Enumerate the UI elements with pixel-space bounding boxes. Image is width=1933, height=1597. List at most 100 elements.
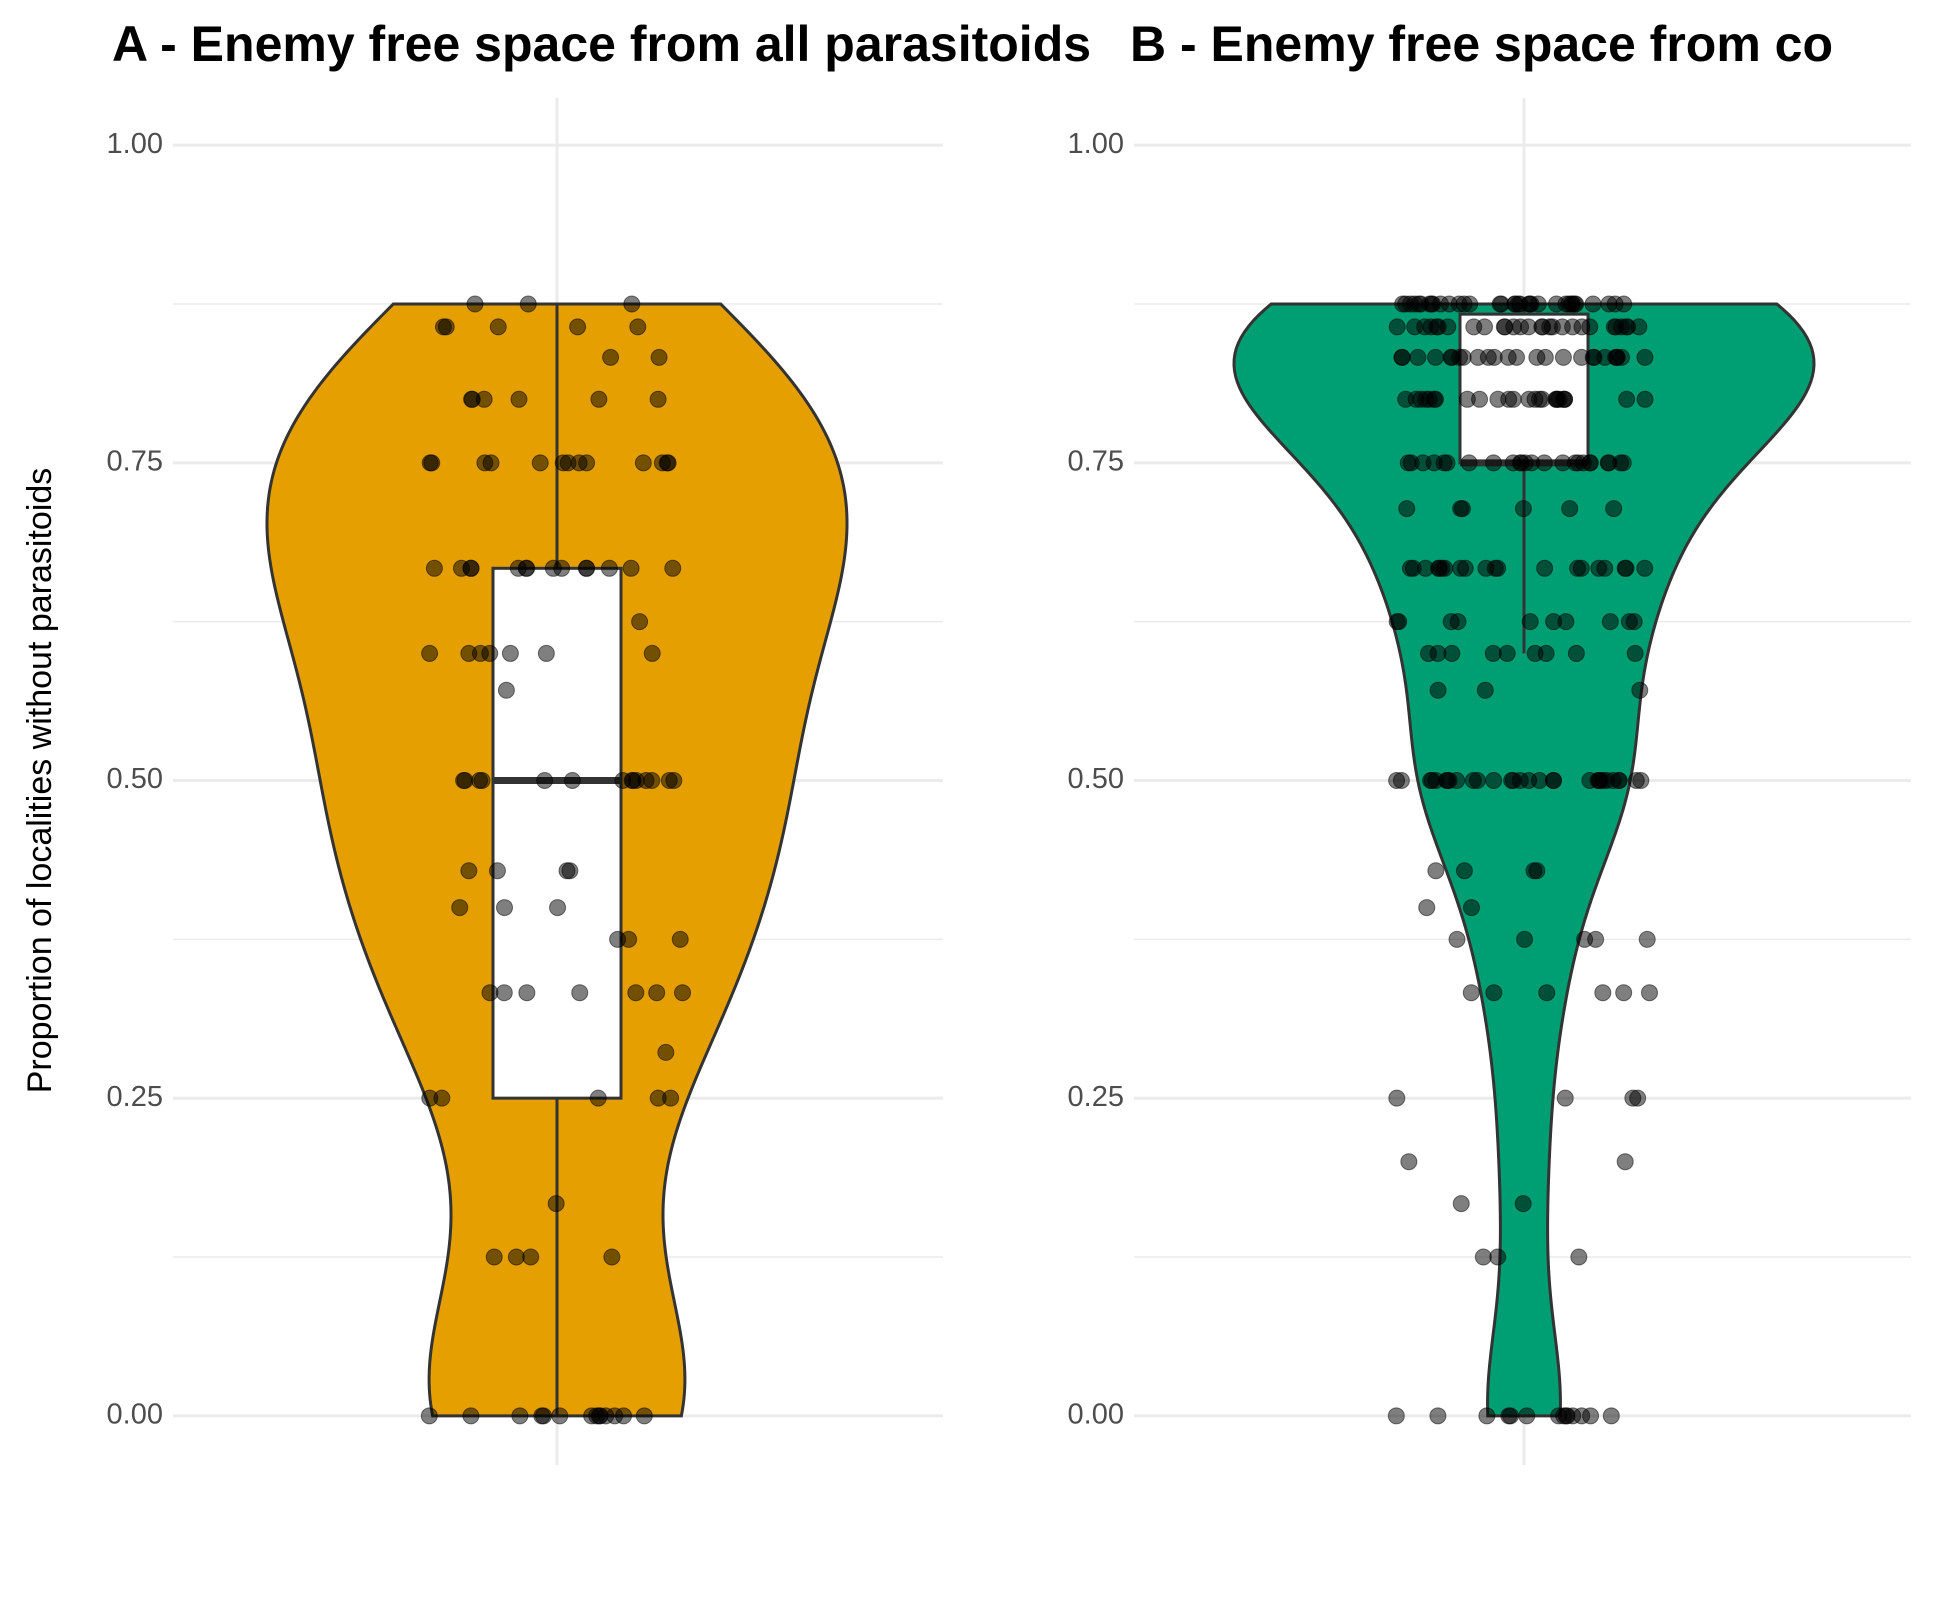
data-point [421, 644, 439, 662]
data-point [1636, 559, 1654, 577]
data-point [1452, 559, 1470, 577]
data-point [1491, 295, 1509, 313]
data-point [1535, 454, 1553, 472]
data-point [1590, 559, 1608, 577]
data-point [1417, 559, 1435, 577]
data-point [1519, 318, 1537, 336]
data-point [1618, 390, 1636, 408]
data-point [1567, 644, 1585, 662]
data-point [1426, 348, 1444, 366]
data-point [1554, 454, 1572, 472]
data-point [1495, 318, 1513, 336]
data-point [1553, 318, 1571, 336]
data-point [1462, 984, 1480, 1002]
data-point [1387, 1407, 1405, 1425]
data-point [547, 1195, 565, 1213]
y-tick-label: 0.25 [107, 1081, 163, 1113]
data-point [535, 1407, 553, 1425]
data-point [485, 1248, 503, 1266]
data-point [466, 295, 484, 313]
data-point [1418, 899, 1436, 917]
data-point [420, 1407, 438, 1425]
data-point [622, 559, 640, 577]
data-point [1416, 318, 1434, 336]
data-point [1518, 1407, 1536, 1425]
data-point [1520, 390, 1538, 408]
data-point [1631, 681, 1649, 699]
data-point [627, 772, 645, 789]
data-point [649, 390, 667, 408]
data-point [1514, 1195, 1532, 1213]
data-point [660, 772, 678, 789]
data-point [629, 318, 647, 336]
data-point [510, 390, 528, 408]
data-point [1584, 295, 1602, 313]
data-point [1538, 984, 1556, 1002]
data-point [1410, 295, 1428, 313]
data-point [1398, 500, 1416, 518]
data-point [623, 295, 641, 313]
data-point [1476, 681, 1494, 699]
data-point [463, 390, 481, 408]
data-point [600, 559, 618, 577]
data-point [664, 559, 682, 577]
data-point [1574, 454, 1592, 472]
data-point [603, 1248, 621, 1266]
box [491, 566, 623, 1100]
data-point [1393, 348, 1411, 366]
data-point [1537, 644, 1555, 662]
data-point [1576, 930, 1594, 948]
data-point [1452, 1195, 1470, 1213]
data-point [1455, 862, 1473, 880]
data-point [1498, 644, 1516, 662]
data-point [1442, 613, 1460, 631]
data-point [635, 1407, 653, 1425]
data-point [1400, 1153, 1418, 1171]
data-point [1508, 348, 1526, 366]
data-point [522, 1248, 540, 1266]
y-tick-label: 0.75 [107, 445, 163, 477]
y-tick-label: 1.00 [107, 128, 163, 160]
data-point [650, 348, 668, 366]
data-point [1474, 1248, 1492, 1266]
data-point [1489, 1248, 1507, 1266]
data-point [495, 899, 513, 917]
data-point [1425, 390, 1443, 408]
data-point [1560, 295, 1578, 313]
data-point [1617, 318, 1635, 336]
data-point [1500, 390, 1518, 408]
data-point [643, 772, 661, 789]
data-point [1626, 644, 1644, 662]
data-point [662, 1089, 680, 1107]
data-point [501, 644, 519, 662]
data-point [1561, 500, 1579, 518]
data-point [1615, 984, 1633, 1002]
data-point [1429, 681, 1447, 699]
data-point [1521, 613, 1539, 631]
data-point [1460, 454, 1478, 472]
data-point [577, 559, 595, 577]
data-point [1550, 1407, 1568, 1425]
data-point [1570, 1248, 1588, 1266]
data-point [583, 1407, 601, 1425]
data-point [1636, 348, 1654, 366]
data-point [481, 644, 499, 662]
data-point [1516, 930, 1534, 948]
data-point [1462, 899, 1480, 917]
data-point [1534, 318, 1552, 336]
data-point [1614, 454, 1632, 472]
data-point [1511, 772, 1529, 789]
data-point [554, 454, 572, 472]
data-point [1394, 295, 1412, 313]
data-point [1485, 984, 1503, 1002]
data-point [1572, 559, 1590, 577]
data-point [434, 318, 452, 336]
data-point [606, 1407, 624, 1425]
data-point [648, 984, 666, 1002]
data-point [1425, 454, 1443, 472]
data-point [1529, 295, 1547, 313]
data-point [551, 1407, 569, 1425]
data-point [1504, 454, 1522, 472]
data-point [1617, 559, 1635, 577]
data-point [425, 559, 443, 577]
